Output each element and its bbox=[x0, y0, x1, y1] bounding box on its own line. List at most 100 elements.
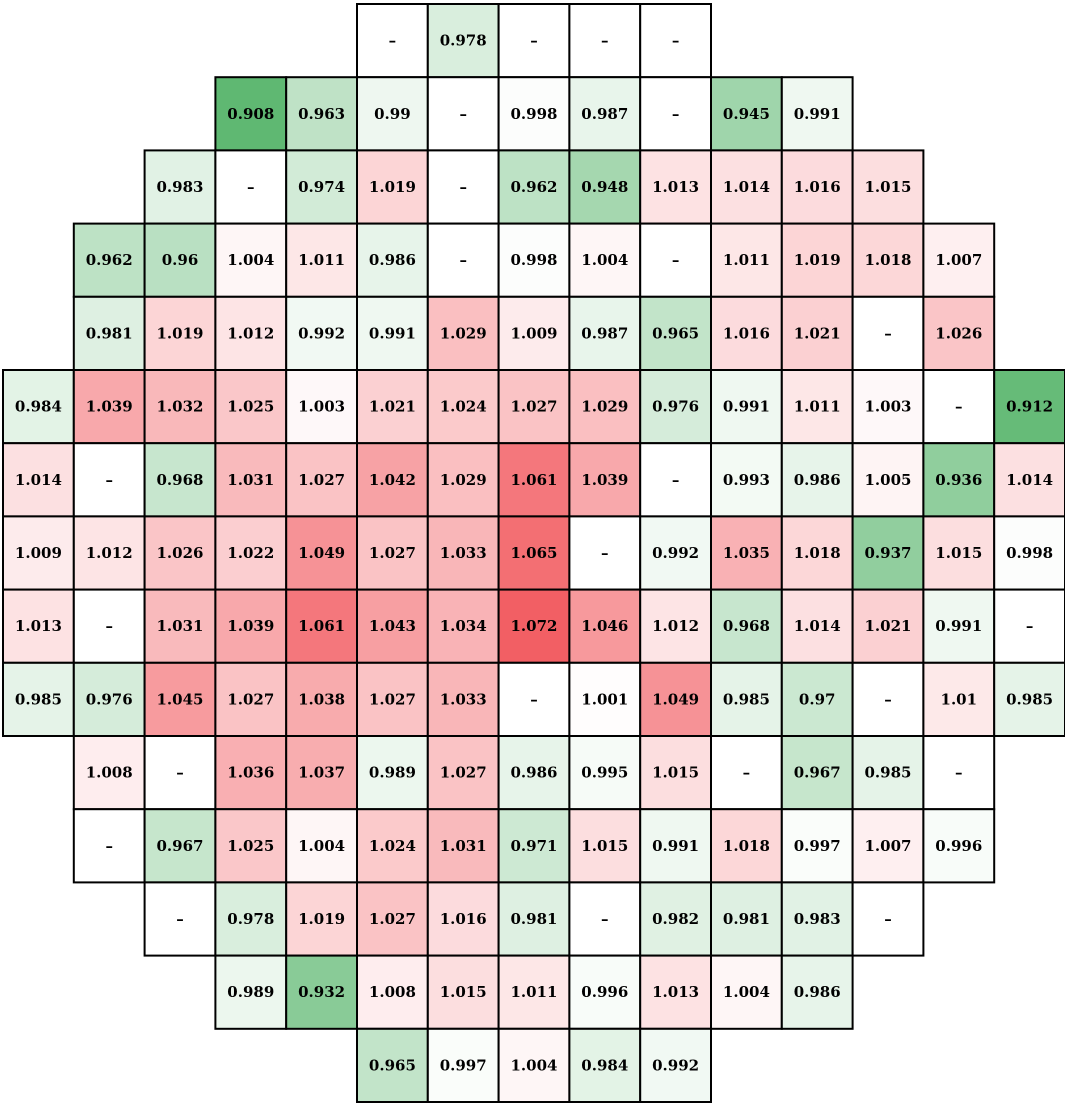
cell-value-label: 0.99 bbox=[374, 105, 411, 123]
heatmap-cell bbox=[356, 1027, 429, 1104]
cell-value-label: 0.962 bbox=[86, 251, 133, 269]
cell-value-label: 0.985 bbox=[865, 764, 912, 782]
heatmap-cell bbox=[922, 295, 996, 371]
heatmap-cell bbox=[780, 515, 854, 591]
cell-value-label: 0.932 bbox=[298, 983, 345, 1001]
cell-value-label: 1.027 bbox=[511, 398, 558, 416]
heatmap-cell bbox=[285, 881, 359, 957]
cell-value-label: 1.061 bbox=[511, 471, 558, 489]
cell-value-label: 0.985 bbox=[1006, 690, 1053, 708]
cell-value-label: 1.007 bbox=[935, 251, 982, 269]
cell-value-label: 0.968 bbox=[157, 471, 204, 489]
cell-value-label: 0.908 bbox=[227, 105, 274, 123]
cell-value-label: 0.96 bbox=[162, 251, 199, 269]
heatmap-cell bbox=[72, 442, 146, 518]
cell-value-label: 0.997 bbox=[440, 1056, 487, 1074]
cell-value-label: 1.031 bbox=[157, 617, 204, 635]
cell-value-label: 0.985 bbox=[15, 690, 62, 708]
cell-value-label: 0.989 bbox=[227, 983, 274, 1001]
cell-missing-label: – bbox=[1026, 617, 1034, 635]
cell-value-label: 0.984 bbox=[581, 1056, 628, 1074]
cell-value-label: 0.971 bbox=[511, 837, 558, 855]
cell-missing-label: – bbox=[459, 105, 467, 123]
heatmap-cell bbox=[922, 735, 996, 811]
heatmap-cell bbox=[214, 954, 288, 1030]
cell-value-label: 0.978 bbox=[227, 910, 274, 928]
cell-missing-label: – bbox=[884, 324, 892, 342]
cell-value-label: 1.004 bbox=[298, 837, 345, 855]
cell-value-label: 1.016 bbox=[440, 910, 487, 928]
cell-value-label: 0.992 bbox=[652, 1056, 699, 1074]
heatmap-cell bbox=[426, 881, 500, 957]
cell-value-label: 1.016 bbox=[723, 324, 770, 342]
cell-value-label: 0.97 bbox=[799, 690, 836, 708]
heatmap-cell bbox=[356, 735, 429, 811]
heatmap-cell bbox=[639, 442, 713, 518]
heatmap-cell bbox=[780, 222, 854, 298]
cell-value-label: 1.021 bbox=[865, 617, 912, 635]
cell-value-label: 0.993 bbox=[723, 471, 770, 489]
cell-value-label: 1.014 bbox=[723, 178, 770, 196]
heatmap-cell bbox=[426, 222, 500, 298]
heatmap-cell bbox=[356, 76, 429, 152]
cell-value-label: 1.039 bbox=[581, 471, 628, 489]
heatmap-cell bbox=[285, 222, 359, 298]
heatmap-cell bbox=[497, 295, 571, 371]
cell-value-label: 1.019 bbox=[298, 910, 345, 928]
heatmap-cell bbox=[72, 588, 146, 664]
heatmap-cell bbox=[993, 515, 1065, 591]
heatmap-cell bbox=[214, 442, 288, 518]
heatmap-cell bbox=[851, 808, 925, 884]
heatmap-cell bbox=[851, 295, 925, 371]
heatmap-cell bbox=[426, 1027, 500, 1104]
cell-missing-label: – bbox=[672, 251, 680, 269]
heatmap-cell bbox=[780, 735, 854, 811]
heatmap-cell bbox=[922, 588, 996, 664]
cell-value-label: 1.025 bbox=[227, 398, 274, 416]
cell-missing-label: – bbox=[672, 32, 680, 50]
cell-value-label: 1.009 bbox=[15, 544, 62, 562]
cell-value-label: 1.061 bbox=[298, 617, 345, 635]
cell-value-label: 1.045 bbox=[157, 690, 204, 708]
cell-missing-label: – bbox=[459, 251, 467, 269]
cell-value-label: 1.005 bbox=[865, 471, 912, 489]
heatmap-cell bbox=[639, 295, 713, 371]
heatmap-cell bbox=[356, 808, 429, 884]
cell-value-label: 0.965 bbox=[369, 1056, 416, 1074]
cell-value-label: 0.945 bbox=[723, 105, 770, 123]
cell-value-label: 0.991 bbox=[794, 105, 841, 123]
heatmap-cell bbox=[568, 442, 642, 518]
heatmap-cell bbox=[851, 369, 925, 445]
heatmap-cell bbox=[497, 954, 571, 1030]
heatmap-cell bbox=[72, 808, 146, 884]
cell-missing-label: – bbox=[955, 398, 963, 416]
heatmap-cell bbox=[568, 735, 642, 811]
heatmap-cell bbox=[710, 515, 783, 591]
heatmap-cell bbox=[780, 76, 854, 152]
cell-value-label: 1.072 bbox=[511, 617, 558, 635]
heatmap-cell bbox=[214, 808, 288, 884]
heatmap-cell bbox=[710, 295, 783, 371]
cell-value-label: 0.982 bbox=[652, 910, 699, 928]
cell-missing-label: – bbox=[530, 32, 538, 50]
cell-missing-label: – bbox=[459, 178, 467, 196]
heatmap-cell bbox=[568, 881, 642, 957]
cell-value-label: 0.967 bbox=[157, 837, 204, 855]
cell-value-label: 1.042 bbox=[369, 471, 416, 489]
cell-value-label: 0.991 bbox=[723, 398, 770, 416]
cell-value-label: 0.987 bbox=[581, 105, 628, 123]
heatmap-cell bbox=[639, 808, 713, 884]
cell-value-label: 0.976 bbox=[652, 398, 699, 416]
cell-value-label: 1.008 bbox=[86, 764, 133, 782]
cell-value-label: 1.01 bbox=[941, 690, 978, 708]
cell-value-label: 0.998 bbox=[1006, 544, 1053, 562]
cell-value-label: 1.001 bbox=[581, 690, 628, 708]
heatmap-cell bbox=[2, 515, 75, 591]
cell-missing-label: – bbox=[389, 32, 397, 50]
cell-value-label: 1.025 bbox=[227, 837, 274, 855]
cell-value-label: 1.004 bbox=[581, 251, 628, 269]
cell-value-label: 0.998 bbox=[511, 105, 558, 123]
cell-value-label: 1.012 bbox=[227, 324, 274, 342]
heatmap-cell bbox=[426, 3, 500, 79]
